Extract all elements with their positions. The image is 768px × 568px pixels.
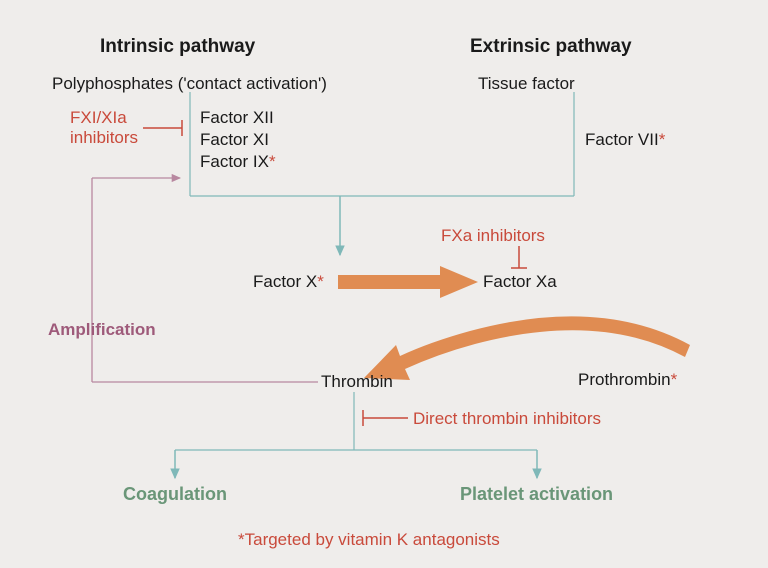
label-coagulation: Coagulation [123,484,227,505]
label-fxi-inhibitor: FXI/XIa inhibitors [70,108,138,147]
fxa-inhibitor-tbar [511,246,527,268]
header-extrinsic: Extrinsic pathway [470,36,632,58]
label-factor-xa: Factor Xa [483,272,557,292]
fxi-inhibitor-tbar [143,120,182,136]
footnote: *Targeted by vitamin K antagonists [238,530,500,550]
thrombin-inhibitor-tbar [363,410,408,426]
label-thrombin-inhibitor: Direct thrombin inhibitors [413,409,601,429]
label-factor-xii: Factor XII [200,108,274,128]
orange-arrow-x-to-xa [338,266,478,298]
asterisk-icon: * [269,152,276,171]
asterisk-icon: * [659,130,666,149]
label-thrombin: Thrombin [321,372,393,392]
asterisk-icon: * [671,370,678,389]
label-factor-x: Factor X* [253,272,324,292]
label-platelet-activation: Platelet activation [460,484,613,505]
label-amplification: Amplification [48,320,156,340]
label-fxa-inhibitor: FXa inhibitors [441,226,545,246]
header-intrinsic: Intrinsic pathway [100,36,255,58]
label-factor-ix: Factor IX* [200,152,276,172]
label-factor-xi: Factor XI [200,130,269,150]
label-prothrombin: Prothrombin* [578,370,677,390]
label-tissue-factor: Tissue factor [478,74,575,94]
label-factor-vii: Factor VII* [585,130,665,150]
label-polyphosphates: Polyphosphates ('contact activation') [52,74,327,94]
asterisk-icon: * [317,272,324,291]
